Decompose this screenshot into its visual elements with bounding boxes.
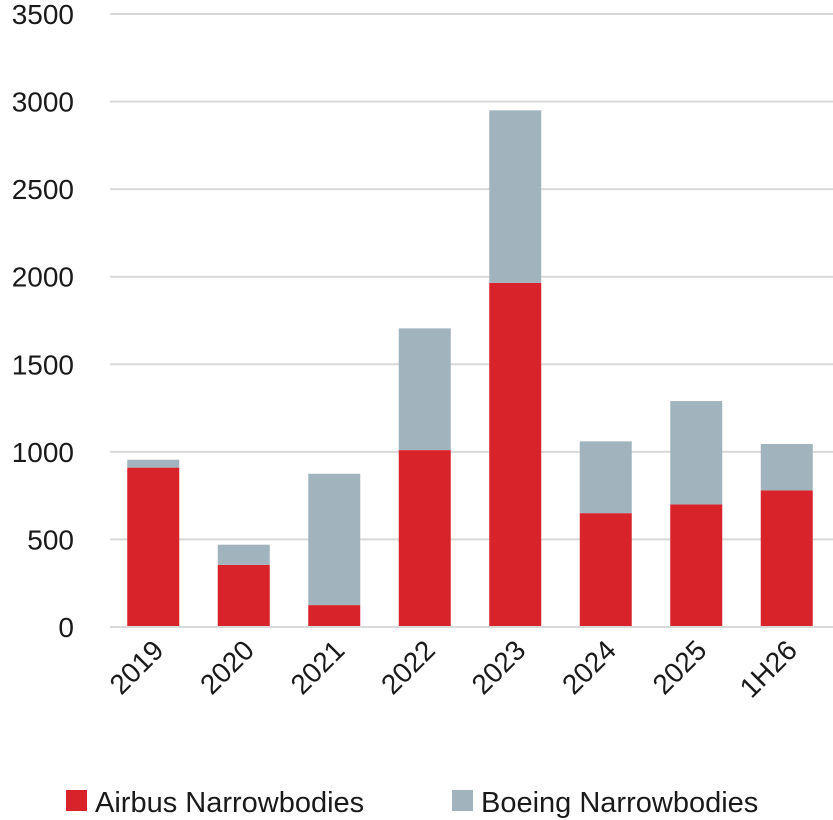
bar-2020-airbus bbox=[217, 564, 270, 627]
legend-swatch-boeing bbox=[452, 790, 473, 811]
x-tick-label-2022: 2022 bbox=[375, 634, 441, 700]
y-tick-label-1000: 1000 bbox=[12, 437, 74, 468]
legend-label-boeing: Boeing Narrowbodies bbox=[481, 787, 758, 819]
x-tick-label-1H26: 1H26 bbox=[734, 634, 803, 703]
y-tick-label-3500: 3500 bbox=[12, 0, 74, 30]
legend: Airbus Narrowbodies Boeing Narrowbodies bbox=[66, 787, 758, 819]
bar-2019-airbus bbox=[127, 467, 180, 627]
bar-2025-airbus bbox=[670, 504, 723, 627]
y-tick-label-2500: 2500 bbox=[12, 174, 74, 205]
x-tick-label-2021: 2021 bbox=[285, 634, 351, 700]
bar-2022-airbus bbox=[398, 450, 451, 627]
x-tick-label-2020: 2020 bbox=[194, 634, 260, 700]
y-tick-label-1500: 1500 bbox=[12, 349, 74, 380]
bar-2023-boeing bbox=[489, 110, 542, 283]
bars bbox=[127, 110, 813, 627]
x-tick-label-2023: 2023 bbox=[466, 634, 532, 700]
bar-2021-boeing bbox=[308, 473, 361, 606]
y-tick-label-2000: 2000 bbox=[12, 262, 74, 293]
y-tick-label-500: 500 bbox=[27, 524, 74, 555]
gridlines bbox=[110, 13, 833, 541]
y-axis: 0 500 1000 1500 2000 2500 3000 3500 bbox=[12, 0, 74, 643]
x-tick-label-2025: 2025 bbox=[647, 634, 713, 700]
y-tick-label-3000: 3000 bbox=[12, 87, 74, 118]
bar-2024-boeing bbox=[579, 441, 632, 514]
x-tick-label-2024: 2024 bbox=[556, 634, 622, 700]
bar-1H26-airbus bbox=[760, 490, 813, 627]
bar-2025-boeing bbox=[670, 401, 723, 505]
bar-2024-airbus bbox=[579, 513, 632, 627]
x-tick-label-2019: 2019 bbox=[104, 634, 170, 700]
bar-2019-boeing bbox=[127, 459, 180, 468]
bar-2022-boeing bbox=[398, 328, 451, 451]
bar-1H26-boeing bbox=[760, 443, 813, 491]
legend-label-airbus: Airbus Narrowbodies bbox=[95, 787, 364, 819]
x-axis: 2019 2020 2021 2022 2023 2024 2025 1H26 bbox=[104, 626, 833, 704]
legend-swatch-airbus bbox=[66, 790, 87, 811]
bar-2020-boeing bbox=[217, 544, 270, 565]
bar-2021-airbus bbox=[308, 605, 361, 627]
y-tick-label-0: 0 bbox=[58, 612, 74, 643]
bar-2023-airbus bbox=[489, 282, 542, 627]
